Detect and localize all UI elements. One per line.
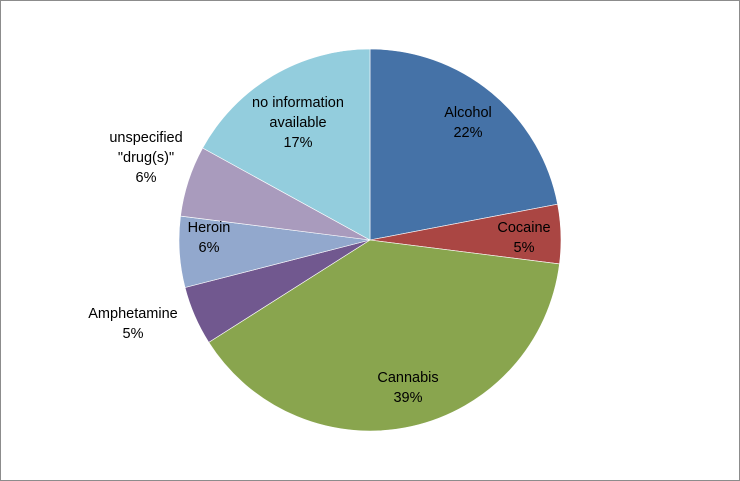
slice-category-label: available <box>269 115 326 131</box>
slice-category-label: Alcohol <box>444 105 492 121</box>
slice-percent-label: 5% <box>123 326 144 342</box>
data-label-cocaine: Cocaine 5% <box>497 220 550 256</box>
data-label-heroin: Heroin 6% <box>188 220 231 256</box>
pie-slices <box>178 48 562 432</box>
data-label-unspecified-drug-s: unspecified "drug(s)" 6% <box>109 130 182 186</box>
data-label-cannabis: Cannabis 39% <box>377 370 438 406</box>
data-label-no-information-available: no information available 17% <box>252 95 344 151</box>
slice-percent-label: 22% <box>453 125 482 141</box>
slice-category-label: Cannabis <box>377 370 438 386</box>
slice-category-label: Amphetamine <box>88 306 177 322</box>
slice-category-label: "drug(s)" <box>118 150 174 166</box>
slice-percent-label: 5% <box>514 240 535 256</box>
slice-category-label: Heroin <box>188 220 231 236</box>
pie-slice-alcohol <box>369 48 558 241</box>
data-label-amphetamine: Amphetamine 5% <box>88 306 177 342</box>
pie-slice-no-information-available <box>202 48 371 241</box>
slice-percent-label: 17% <box>283 135 312 151</box>
slice-percent-label: 39% <box>393 390 422 406</box>
slice-percent-label: 6% <box>136 170 157 186</box>
slice-percent-label: 6% <box>199 240 220 256</box>
pie-labels: Alcohol 22% Cocaine 5% Cannabis 39% Amphetamin… <box>88 95 550 406</box>
slice-category-label: unspecified <box>109 130 182 146</box>
slice-category-label: Cocaine <box>497 220 550 236</box>
data-label-alcohol: Alcohol 22% <box>444 105 492 141</box>
slice-category-label: no information <box>252 95 344 111</box>
pie-slice-cannabis <box>208 239 560 432</box>
